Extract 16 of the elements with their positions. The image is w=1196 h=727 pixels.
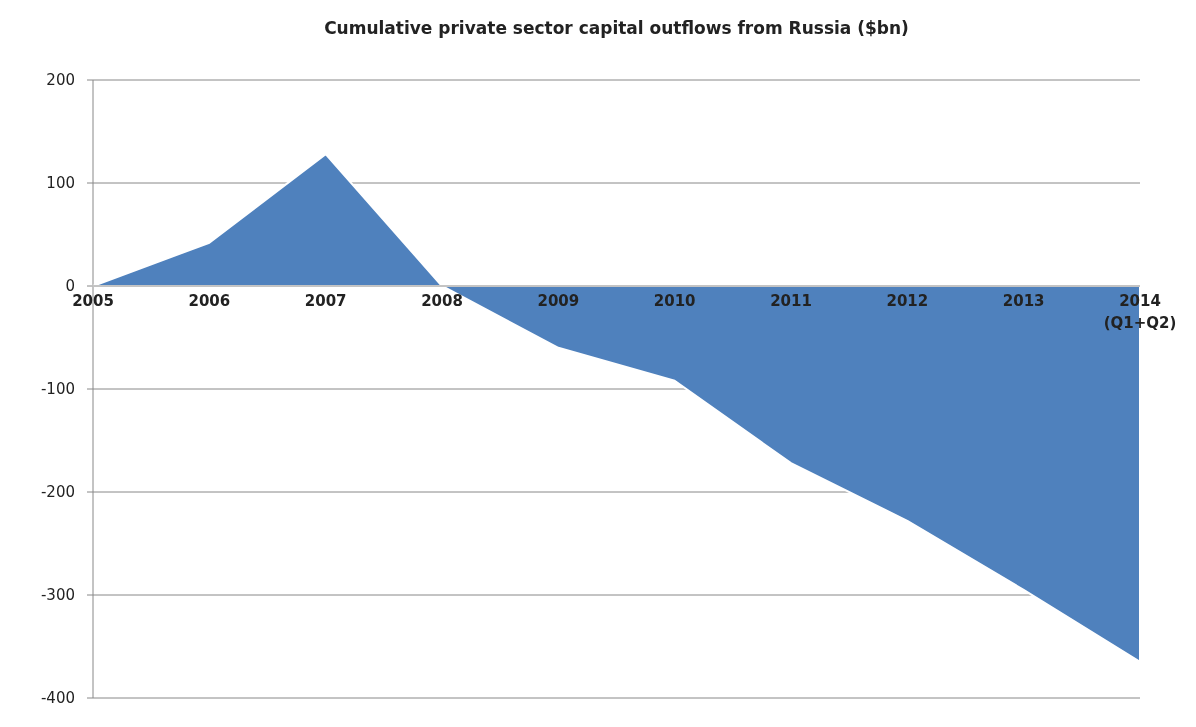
x-tick-label: 2009: [537, 292, 580, 310]
x-tick-label: 2006: [188, 292, 231, 310]
chart-title: Cumulative private sector capital outflows from Russia ($bn): [324, 18, 909, 38]
y-tick-label: -400: [40, 689, 75, 708]
x-tick-label: 2011: [770, 292, 812, 310]
x-tick-label: 2013: [1002, 292, 1045, 310]
x-tick-label: 2007: [304, 292, 347, 310]
y-tick-label: -200: [40, 483, 75, 502]
y-tick-label: -300: [40, 586, 75, 605]
x-tick-label: 2008: [421, 292, 463, 310]
y-tick-label: -100: [40, 380, 75, 399]
y-tick-label: 100: [46, 174, 75, 193]
x-tick-label: 2010: [653, 292, 696, 310]
x-tick-label: 2005: [72, 292, 114, 310]
x-tick-label: 2012: [886, 292, 929, 310]
y-tick-label: 200: [46, 71, 75, 90]
